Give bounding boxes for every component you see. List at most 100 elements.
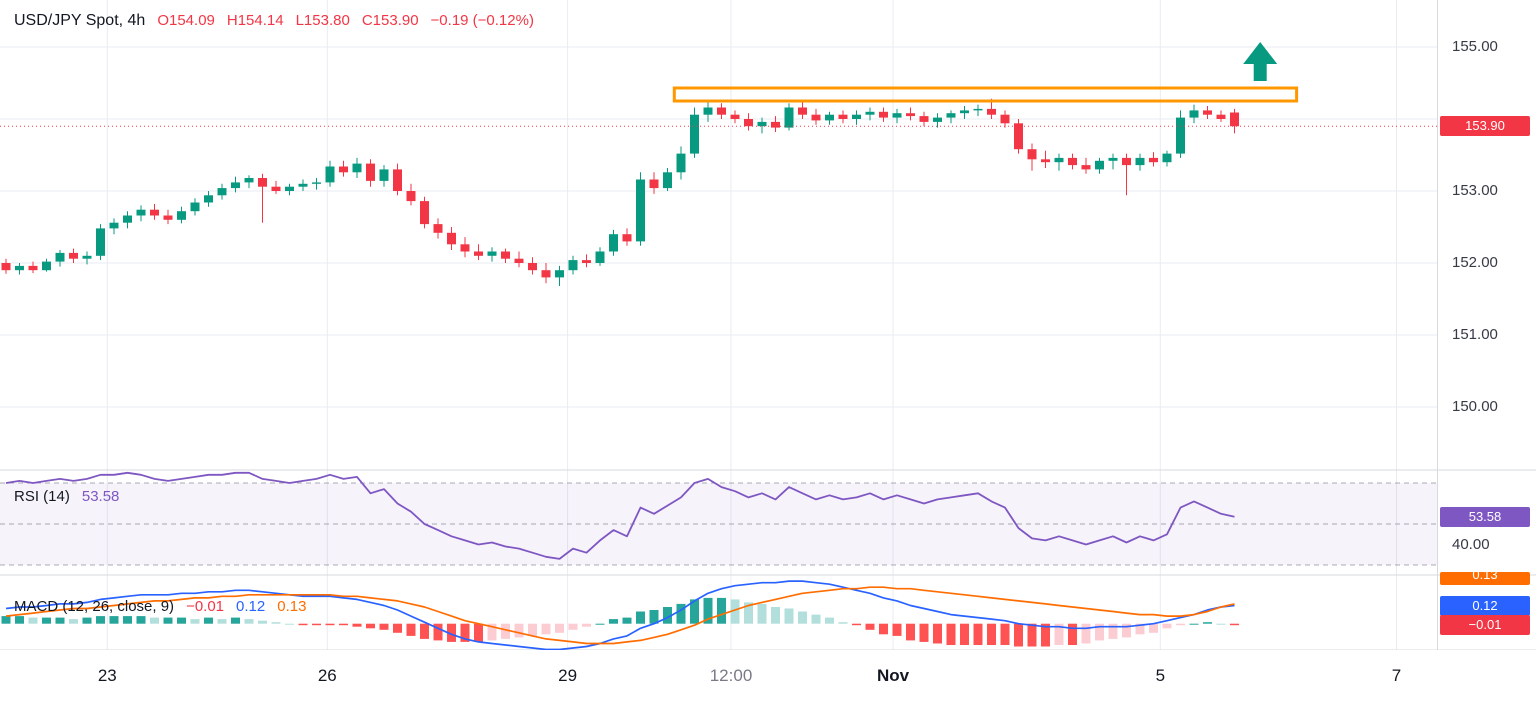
candle	[1216, 110, 1226, 122]
macd-signal-line	[5, 586, 1235, 645]
candle	[541, 263, 551, 284]
candle	[649, 172, 659, 194]
time-axis-label: 26	[317, 666, 337, 685]
candle	[568, 255, 578, 275]
candle	[622, 228, 632, 246]
resistance-zone-rect[interactable]	[672, 86, 1299, 103]
candle	[879, 107, 888, 122]
candle	[1, 258, 11, 274]
candle	[123, 211, 132, 229]
time-axis-label: 12:00	[709, 666, 753, 685]
candle	[865, 107, 875, 121]
macd-line	[5, 580, 1235, 651]
candle	[474, 244, 483, 261]
candle	[946, 110, 956, 124]
time-axis-label: 29	[558, 666, 578, 685]
candle	[1203, 106, 1212, 119]
candle	[271, 180, 281, 194]
candle	[258, 173, 267, 223]
candle	[919, 111, 929, 127]
price-axis-label: 150.00	[1452, 398, 1498, 415]
candle	[15, 263, 24, 275]
candle	[906, 107, 915, 121]
candle	[744, 113, 753, 131]
candle	[676, 146, 686, 180]
candle	[231, 176, 240, 193]
candle	[28, 261, 38, 274]
candle	[1176, 110, 1185, 158]
candle	[582, 254, 591, 268]
symbol-legend[interactable]: USD/JPY Spot, 4h O154.09 H154.14 L153.80…	[14, 12, 534, 30]
price-axis[interactable]: 153.90 53.58 40.00 0.13 0.12 −0.01 155.0…	[1437, 0, 1536, 650]
rsi-band	[0, 482, 1437, 566]
candle	[1054, 153, 1064, 171]
candle	[933, 113, 942, 128]
candle	[1000, 110, 1010, 128]
macd-hist-badge: −0.01	[1440, 615, 1530, 636]
candle	[1135, 153, 1145, 171]
candle	[838, 110, 848, 124]
price-axis-label: 153.00	[1452, 182, 1498, 199]
candle	[811, 108, 821, 125]
ohlc-change: −0.19 (−0.12%)	[430, 12, 534, 29]
candle	[595, 247, 605, 266]
candle	[703, 100, 713, 122]
rsi-line	[5, 471, 1235, 560]
macd-value-badge: 0.12	[1440, 595, 1530, 616]
candle	[366, 159, 375, 187]
candle	[1081, 157, 1091, 174]
time-axis[interactable]: 23 26 29 12:00 Nov 5 7	[0, 650, 1536, 702]
candle	[1027, 143, 1037, 171]
candle	[501, 248, 510, 263]
gridlines	[0, 0, 1437, 650]
candle	[1041, 150, 1050, 168]
ohlc-open: O154.09	[157, 12, 215, 29]
candle	[1122, 153, 1131, 196]
candle	[1230, 108, 1239, 134]
candle	[1108, 153, 1118, 170]
ohlc-close: C153.90	[361, 12, 419, 29]
ohlc-high: H154.14	[226, 12, 284, 29]
macd-signal-badge: 0.13	[1440, 572, 1530, 585]
candle	[1095, 157, 1104, 174]
candle	[690, 107, 699, 158]
rsi-axis-label: 40.00	[1452, 535, 1490, 553]
candle	[555, 265, 564, 286]
candlesticks	[1, 98, 1239, 286]
candle	[136, 205, 146, 222]
candle	[82, 251, 92, 265]
candle	[460, 237, 470, 258]
candle	[798, 100, 807, 119]
annotations	[672, 42, 1299, 103]
candle	[892, 108, 902, 124]
candle	[973, 104, 983, 117]
candle	[717, 103, 726, 119]
rsi-legend[interactable]: RSI (14) 53.58	[14, 488, 119, 505]
candle	[379, 165, 389, 187]
candle	[1149, 152, 1158, 167]
macd-legend[interactable]: MACD (12, 26, close, 9) −0.01 0.12 0.13	[14, 598, 306, 615]
candle	[150, 204, 159, 220]
candle	[609, 229, 618, 256]
price-axis-label: 152.00	[1452, 254, 1498, 271]
candle	[636, 172, 645, 246]
candle	[825, 111, 834, 125]
candle	[1014, 119, 1023, 154]
candle	[406, 183, 416, 206]
candle	[852, 110, 861, 125]
candle	[339, 160, 348, 177]
macd-legend-hist: −0.01	[186, 598, 225, 615]
time-axis-label: Nov	[876, 666, 910, 685]
candle	[298, 179, 308, 191]
candle	[1068, 153, 1077, 170]
up-arrow-marker[interactable]	[1243, 42, 1278, 81]
candle	[960, 106, 969, 119]
candle	[528, 257, 537, 275]
time-axis-label: 7	[1391, 666, 1402, 685]
rsi-legend-value: 53.58	[81, 488, 120, 505]
candle	[109, 218, 119, 235]
symbol-title: USD/JPY Spot, 4h	[14, 12, 146, 29]
time-axis-label: 5	[1155, 666, 1166, 685]
